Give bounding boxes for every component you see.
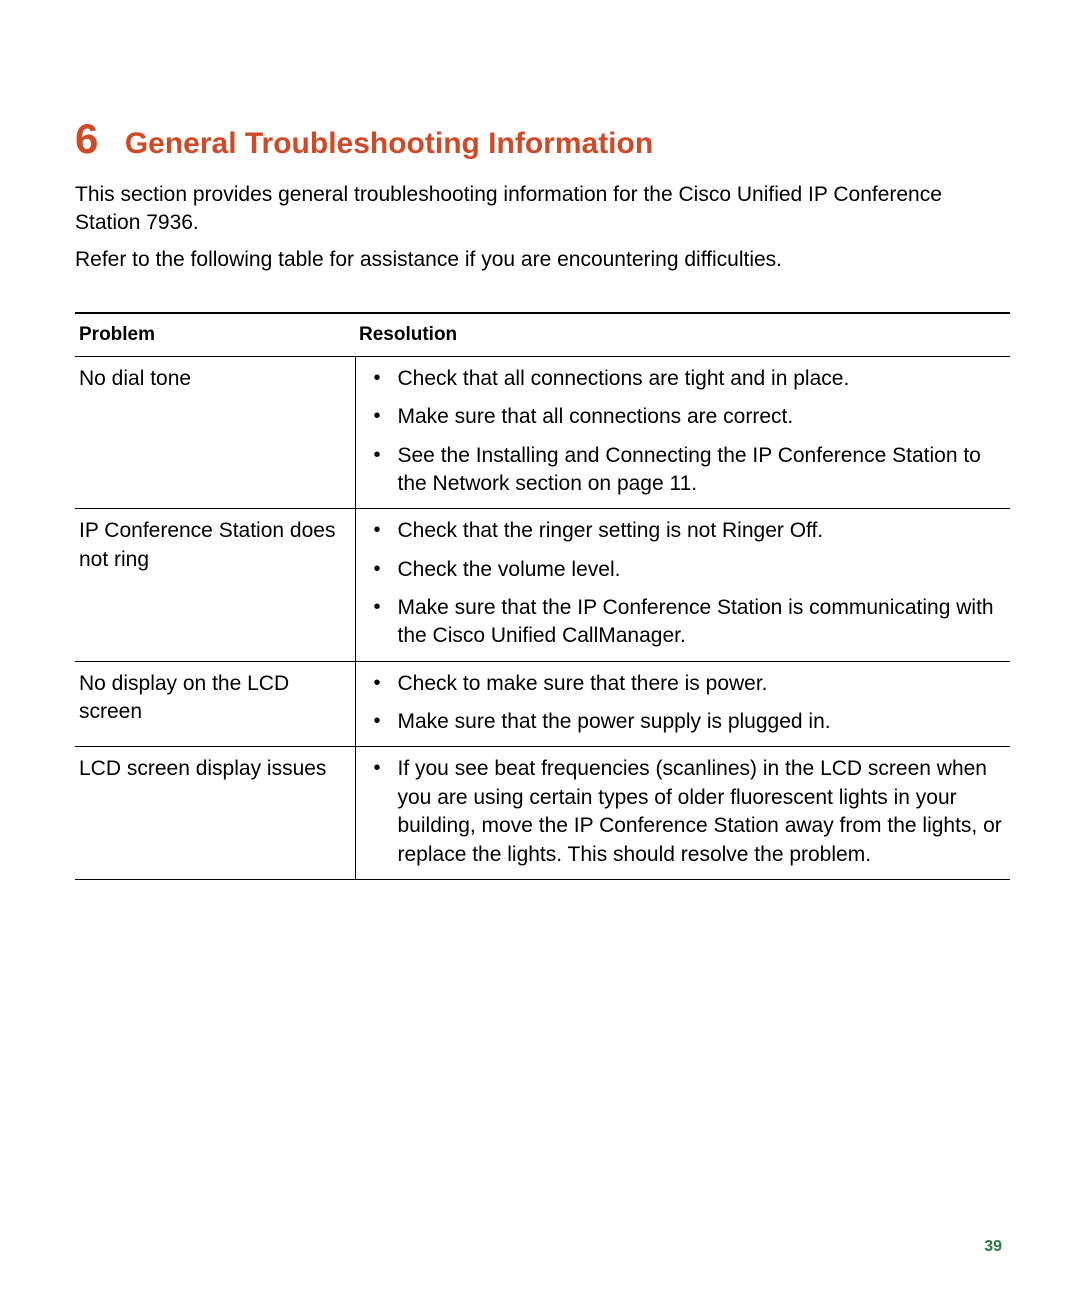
resolution-cell: Check that all connections are tight and… (355, 357, 1010, 509)
resolution-item: Check that all connections are tight and… (360, 365, 1005, 393)
troubleshooting-table: Problem Resolution No dial toneCheck tha… (75, 312, 1010, 880)
resolution-item: Make sure that all connections are corre… (360, 403, 1005, 431)
table-row: No dial toneCheck that all connections a… (75, 357, 1010, 509)
problem-cell: LCD screen display issues (75, 747, 355, 879)
resolution-item: Check to make sure that there is power. (360, 670, 1005, 698)
intro-text: This section provides general troublesho… (75, 181, 1010, 274)
problem-cell: No dial tone (75, 357, 355, 509)
chapter-heading: 6 General Troubleshooting Information (75, 115, 1010, 163)
problem-cell: IP Conference Station does not ring (75, 509, 355, 661)
resolution-list: Check that all connections are tight and… (360, 365, 1005, 498)
resolution-item: Make sure that the power supply is plugg… (360, 708, 1005, 736)
resolution-item: Make sure that the IP Conference Station… (360, 594, 1005, 651)
table-body: No dial toneCheck that all connections a… (75, 357, 1010, 880)
document-page: 6 General Troubleshooting Information Th… (0, 0, 1080, 1311)
intro-paragraph-2: Refer to the following table for assista… (75, 246, 1010, 274)
problem-cell: No display on the LCD screen (75, 661, 355, 747)
table-header-row: Problem Resolution (75, 313, 1010, 357)
resolution-cell: Check that the ringer setting is not Rin… (355, 509, 1010, 661)
col-header-resolution: Resolution (355, 313, 1010, 357)
resolution-item: Check that the ringer setting is not Rin… (360, 517, 1005, 545)
col-header-problem: Problem (75, 313, 355, 357)
table-row: No display on the LCD screenCheck to mak… (75, 661, 1010, 747)
table-row: IP Conference Station does not ringCheck… (75, 509, 1010, 661)
resolution-item: Check the volume level. (360, 556, 1005, 584)
resolution-cell: If you see beat frequencies (scanlines) … (355, 747, 1010, 879)
resolution-cell: Check to make sure that there is power. M… (355, 661, 1010, 747)
resolution-item: If you see beat frequencies (scanlines) … (360, 755, 1005, 868)
chapter-number: 6 (75, 115, 98, 163)
resolution-item: See the Installing and Connecting the IP… (360, 442, 1005, 499)
resolution-list: If you see beat frequencies (scanlines) … (360, 755, 1005, 868)
resolution-list: Check to make sure that there is power. M… (360, 670, 1005, 737)
chapter-title: General Troubleshooting Information (125, 127, 653, 161)
page-number: 39 (984, 1238, 1002, 1256)
intro-paragraph-1: This section provides general troublesho… (75, 181, 1010, 238)
resolution-list: Check that the ringer setting is not Rin… (360, 517, 1005, 650)
table-row: LCD screen display issuesIf you see beat… (75, 747, 1010, 879)
